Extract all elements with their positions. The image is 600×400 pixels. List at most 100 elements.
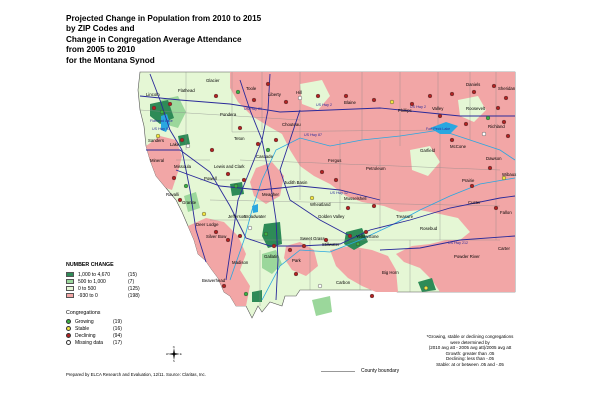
- county-label: Garfield: [420, 148, 436, 153]
- county-label: Wibaux: [502, 172, 517, 177]
- county-label: Pondera: [220, 112, 237, 117]
- compass-w: W: [166, 352, 169, 356]
- title-line: for the Montana Synod: [66, 55, 155, 65]
- county-boundary-line-icon: [321, 370, 355, 372]
- hwy-2: [139, 95, 515, 117]
- congregation-dot: [185, 143, 191, 149]
- congregation-label: Missing data: [75, 339, 104, 346]
- region-central: [250, 162, 284, 204]
- county-label: Broadwater: [244, 214, 267, 219]
- county-boundaries: [139, 72, 501, 306]
- congregation-dot: [471, 89, 477, 95]
- hwy-12: [175, 169, 381, 201]
- county-label: Sweet Grass: [300, 236, 325, 241]
- congregation-dot: [241, 177, 247, 183]
- county-label: Yellowstone: [356, 234, 379, 239]
- congregation-dot: [501, 119, 507, 125]
- congregation-dot: [183, 183, 189, 189]
- pocket-east: [410, 146, 440, 176]
- congregation-dot: [309, 195, 315, 201]
- congregation-dot: [265, 81, 271, 87]
- congregation-count: (19): [113, 318, 122, 325]
- title-line: Change in Congregation Average Attendanc…: [66, 34, 242, 44]
- highway-label: US Hwy 89: [244, 107, 262, 111]
- highway-label: US Hwy 212: [448, 241, 468, 245]
- water-bodies: [161, 114, 458, 213]
- region-south-central: [330, 246, 398, 292]
- legend-range-row: 1,000 to 4,670 (15): [66, 271, 196, 278]
- credit-line: Prepared by ELCA Research and Evaluation…: [66, 372, 206, 377]
- title-line: from 2005 to 2010: [66, 45, 136, 55]
- county-label: Dawson: [486, 156, 502, 161]
- congregation-dot: [167, 101, 173, 107]
- congregation-dot: [233, 183, 239, 189]
- congregation-dot: [501, 175, 507, 181]
- high-bigsky: [252, 290, 262, 302]
- congregation-dot: [371, 97, 377, 103]
- county-label: Madison: [232, 260, 249, 265]
- footnote-line: Stable: at or between .05 and -.05: [436, 361, 504, 367]
- county-label: Teton: [234, 136, 245, 141]
- high-helena: [230, 182, 244, 196]
- legend-range-label: 1,000 to 4,670: [78, 271, 110, 278]
- legend-title: NUMBER CHANGE: [66, 262, 114, 268]
- pocket-central: [330, 206, 360, 234]
- congregation-dot: [319, 169, 325, 175]
- county-label: Phillips: [398, 108, 412, 113]
- hwy-87: [279, 109, 351, 237]
- congregation-dot: [487, 165, 493, 171]
- county-label: Chouteau: [282, 122, 301, 127]
- legend-range-label: 500 to 1,000: [78, 278, 106, 285]
- congregation-dot: [151, 105, 157, 111]
- county-label: Wheatland: [310, 202, 331, 207]
- legend-range-count: (15): [128, 271, 137, 278]
- county-label: Toole: [246, 86, 257, 91]
- missing-data-dot-icon: [66, 340, 71, 345]
- legend-congregation-row: Missing data (17): [66, 339, 196, 346]
- congregation-dot: [265, 147, 271, 153]
- county-label: Carbon: [336, 280, 351, 285]
- highway-label: US Hwy 2: [410, 105, 426, 109]
- growing-dot-icon: [66, 319, 71, 324]
- county-label: Mineral: [150, 158, 164, 163]
- mid-south: [312, 296, 332, 316]
- footnote: *Growing, stable or declining congregati…: [400, 334, 540, 368]
- missouri-river: [229, 129, 516, 281]
- legend-range-count: (198): [128, 292, 140, 299]
- congregation-dot: [283, 99, 289, 105]
- legend-range-row: 500 to 1,000 (7): [66, 278, 196, 285]
- county-label: Flathead: [178, 88, 195, 93]
- compass-n: N: [173, 346, 175, 349]
- county-label: Hill: [296, 90, 302, 95]
- congregation-dot: [409, 101, 415, 107]
- congregation-dot: [449, 137, 455, 143]
- pocket-north: [300, 80, 330, 110]
- county-label: Stillwater: [322, 242, 340, 247]
- hwy-89: [239, 79, 279, 301]
- congregation-dot: [251, 97, 257, 103]
- congregation-dot: [213, 229, 219, 235]
- congregation-dot: [491, 83, 497, 89]
- congregation-dot: [297, 95, 303, 101]
- compass-rose-icon: N S W E: [166, 346, 182, 362]
- county-label: Lincoln: [146, 92, 160, 97]
- legend-swatch: [66, 272, 74, 277]
- yellowstone-river: [261, 177, 516, 301]
- congregation-dot: [481, 131, 487, 137]
- congregation-dot: [343, 93, 349, 99]
- region-northeast: [230, 72, 515, 232]
- county-label: Park: [292, 258, 302, 263]
- county-label: Lewis and Clark: [214, 164, 245, 169]
- legend-range-count: (7): [128, 278, 135, 285]
- legend-range-label: -930 to 0: [78, 292, 98, 299]
- congregation-dot: [427, 93, 433, 99]
- flathead-lake: [161, 114, 170, 132]
- county-label: Missoula: [174, 164, 192, 169]
- congregation-dot: [287, 247, 293, 253]
- congregation-dot: [495, 105, 501, 111]
- region-southwest: [188, 218, 250, 306]
- congregation-dot: [179, 137, 185, 143]
- water-label: Fort Peck Lake: [426, 127, 450, 131]
- congregation-dot: [449, 91, 455, 97]
